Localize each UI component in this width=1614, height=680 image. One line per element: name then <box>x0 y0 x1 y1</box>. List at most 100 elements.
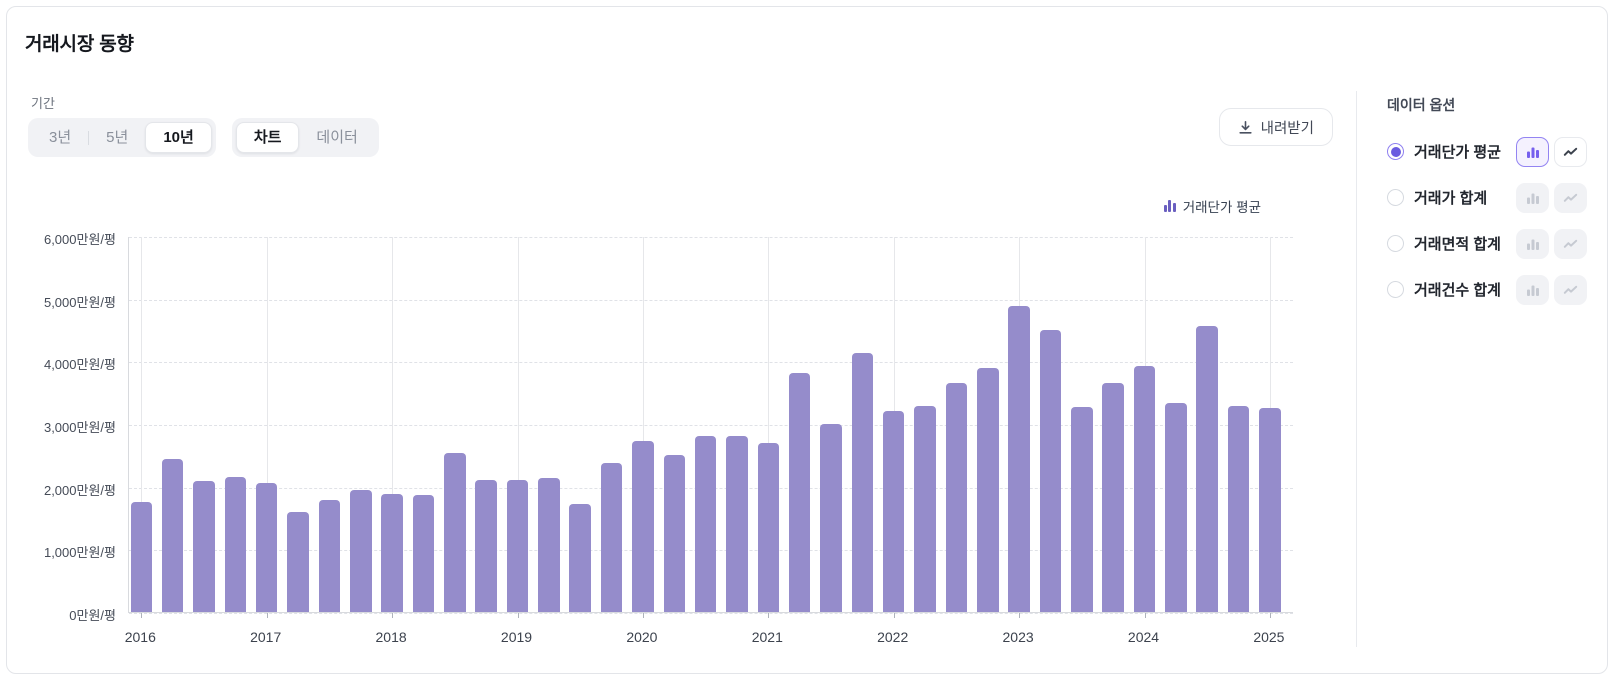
data-option-row-2: 거래가 합계 <box>1387 181 1587 214</box>
bar-chart-type-button <box>1516 182 1549 213</box>
bar-2023-Q3[interactable] <box>1071 407 1093 612</box>
bar-2024-Q3[interactable] <box>1196 326 1218 612</box>
bar-chart-type-button[interactable] <box>1516 136 1549 167</box>
bar-2023-Q2[interactable] <box>1039 330 1062 612</box>
bar-2024-Q2[interactable] <box>1165 402 1187 612</box>
radio-unselected[interactable] <box>1387 281 1404 298</box>
bar-2024-Q1[interactable] <box>1133 365 1156 612</box>
vertical-divider <box>1356 91 1357 647</box>
bar-2025-Q1[interactable] <box>1259 407 1281 612</box>
radio-unselected[interactable] <box>1387 189 1404 206</box>
chart-type-buttons <box>1516 136 1587 167</box>
view-segmented-control: 차트 데이터 <box>231 118 379 157</box>
bar-2020-Q3[interactable] <box>694 435 717 612</box>
bar-2020-Q1[interactable] <box>632 440 654 612</box>
bar-2019-Q3[interactable] <box>569 504 591 612</box>
gridline-vertical <box>392 237 394 612</box>
bar-2022-Q4[interactable] <box>977 368 999 612</box>
x-tick-label: 2018 <box>375 629 407 645</box>
bar-2022-Q3[interactable] <box>945 382 968 612</box>
bar-2017-Q4[interactable] <box>350 489 372 612</box>
data-option-row-4: 거래건수 합계 <box>1387 273 1587 306</box>
bar-2018-Q2[interactable] <box>412 495 435 612</box>
x-axis-tick <box>1144 613 1146 618</box>
download-button[interactable]: 내려받기 <box>1218 108 1333 146</box>
period-option-3[interactable]: 10년 <box>145 122 212 153</box>
bar-2020-Q2[interactable] <box>663 454 685 612</box>
y-tick-label: 0만원/평 <box>69 608 116 623</box>
chart-legend: 거래단가 평균 <box>1163 196 1261 216</box>
bar-2019-Q4[interactable] <box>600 463 623 612</box>
radio-unselected[interactable] <box>1387 235 1404 252</box>
x-axis-tick <box>642 613 644 618</box>
bar-2022-Q1[interactable] <box>882 411 905 612</box>
x-tick-label: 2016 <box>124 629 156 645</box>
x-axis-tick <box>266 613 268 618</box>
plot-area <box>128 237 1293 618</box>
download-button-label: 내려받기 <box>1260 120 1314 137</box>
data-option-row-1: 거래단가 평균 <box>1387 135 1587 168</box>
view-option-2[interactable]: 데이터 <box>316 129 358 146</box>
bar-2020-Q4[interactable] <box>726 435 748 612</box>
bar-2023-Q1[interactable] <box>1008 306 1030 612</box>
y-tick-label: 6,000만원/평 <box>43 232 116 247</box>
content-row: 기간 3년 5년 10년 차트 데이터 내려받기 거래단가 평균 <box>7 7 1607 673</box>
bar-2021-Q2[interactable] <box>788 373 811 612</box>
gridline-horizontal <box>129 299 1293 301</box>
y-tick-label: 3,000만원/평 <box>43 420 116 435</box>
bar-2016-Q1[interactable] <box>130 502 153 612</box>
gridline-vertical <box>141 237 143 612</box>
x-axis-tick <box>141 613 143 618</box>
y-tick-label: 4,000만원/평 <box>43 357 116 373</box>
gridline-horizontal <box>129 237 1293 238</box>
bar-2016-Q4[interactable] <box>224 477 247 612</box>
data-option-label: 거래가 합계 <box>1414 190 1488 207</box>
bar-chart-type-button <box>1516 228 1549 259</box>
bar-2017-Q2[interactable] <box>287 511 309 612</box>
bar-2016-Q3[interactable] <box>193 481 215 612</box>
bar-2019-Q2[interactable] <box>538 477 560 612</box>
bar-2018-Q1[interactable] <box>381 494 403 612</box>
chart-type-buttons <box>1516 274 1587 305</box>
x-axis-tick <box>1019 613 1021 618</box>
bar-2018-Q4[interactable] <box>475 480 497 612</box>
line-chart-type-button <box>1554 182 1587 213</box>
data-option-row-3: 거래면적 합계 <box>1387 227 1587 260</box>
view-option-1[interactable]: 차트 <box>235 122 300 153</box>
market-trends-card: 거래시장 동향 기간 3년 5년 10년 차트 데이터 내려받기 거래 <box>6 6 1608 674</box>
x-tick-label: 2022 <box>877 629 909 645</box>
bar-2017-Q3[interactable] <box>318 500 341 612</box>
bar-2021-Q1[interactable] <box>757 443 780 612</box>
line-chart-type-button <box>1554 274 1587 305</box>
bar-2023-Q4[interactable] <box>1102 383 1124 612</box>
period-option-2[interactable]: 5년 <box>106 129 129 146</box>
period-option-1[interactable]: 3년 <box>49 129 72 146</box>
x-tick-label: 2017 <box>250 629 282 645</box>
x-axis-tick <box>517 613 519 618</box>
y-tick-label: 5,000만원/평 <box>43 294 116 310</box>
data-option-label: 거래면적 합계 <box>1414 236 1501 253</box>
bar-chart-icon <box>1163 200 1176 212</box>
bar-2017-Q1[interactable] <box>255 482 278 612</box>
gridline-vertical <box>517 237 519 612</box>
bar-2022-Q2[interactable] <box>914 405 936 612</box>
bar-2021-Q4[interactable] <box>851 353 874 612</box>
data-option-label: 거래단가 평균 <box>1414 144 1501 161</box>
bar-2016-Q2[interactable] <box>161 459 184 612</box>
download-icon <box>1238 120 1253 135</box>
controls-row: 3년 5년 10년 차트 데이터 <box>28 118 379 157</box>
bar-2018-Q3[interactable] <box>444 453 466 612</box>
x-axis-tick <box>392 613 394 618</box>
bar-2019-Q1[interactable] <box>506 479 529 612</box>
gridline-horizontal <box>129 613 1293 614</box>
line-chart-type-button[interactable] <box>1554 136 1587 167</box>
legend-series-label: 거래단가 평균 <box>1182 200 1261 215</box>
x-tick-label: 2023 <box>1002 629 1034 645</box>
bar-chart-type-button <box>1516 274 1549 305</box>
x-tick-label: 2025 <box>1253 629 1285 645</box>
chart-type-buttons <box>1516 228 1587 259</box>
radio-selected[interactable] <box>1387 143 1404 160</box>
bar-2021-Q3[interactable] <box>820 424 842 612</box>
bar-2024-Q4[interactable] <box>1227 406 1250 612</box>
